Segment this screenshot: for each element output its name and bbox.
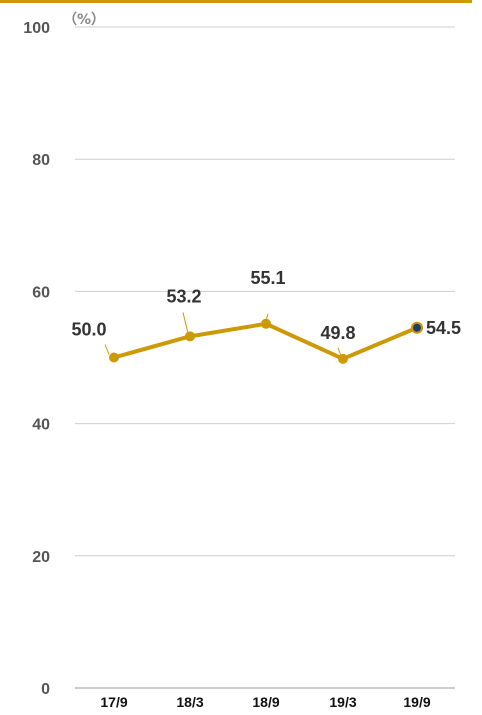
y-axis-unit-label: （%）: [63, 12, 105, 28]
y-axis-ticks: 0 20 40 60 80 100: [23, 20, 50, 698]
data-point: [261, 319, 271, 329]
y-tick-label: 0: [41, 681, 50, 698]
data-point: [412, 323, 422, 333]
gridlines: [75, 27, 455, 688]
data-labels: 50.0 53.2 55.1 49.8 54.5: [71, 268, 461, 343]
label-leader-line: [183, 312, 188, 333]
data-label: 54.5: [426, 318, 461, 338]
data-points: [109, 319, 422, 364]
y-tick-label: 80: [32, 152, 50, 169]
data-point: [185, 331, 195, 341]
x-tick-label: 19/3: [329, 694, 356, 710]
data-label: 53.2: [166, 286, 201, 306]
y-tick-label: 100: [23, 20, 50, 37]
label-leader-line: [105, 345, 109, 355]
x-tick-label: 19/9: [403, 694, 430, 710]
y-tick-label: 60: [32, 284, 50, 301]
data-point: [109, 353, 119, 363]
series-line: [114, 324, 417, 359]
x-axis-ticks: 17/9 18/3 18/9 19/3 19/9: [100, 694, 430, 710]
series-polyline: [114, 324, 417, 359]
x-tick-label: 18/9: [252, 694, 279, 710]
x-tick-label: 17/9: [100, 694, 127, 710]
x-tick-label: 18/3: [176, 694, 203, 710]
data-label: 55.1: [250, 268, 285, 288]
data-label: 50.0: [71, 320, 106, 340]
data-label: 49.8: [320, 323, 355, 343]
y-tick-label: 20: [32, 549, 50, 566]
data-point: [338, 354, 348, 364]
y-tick-label: 40: [32, 417, 50, 434]
